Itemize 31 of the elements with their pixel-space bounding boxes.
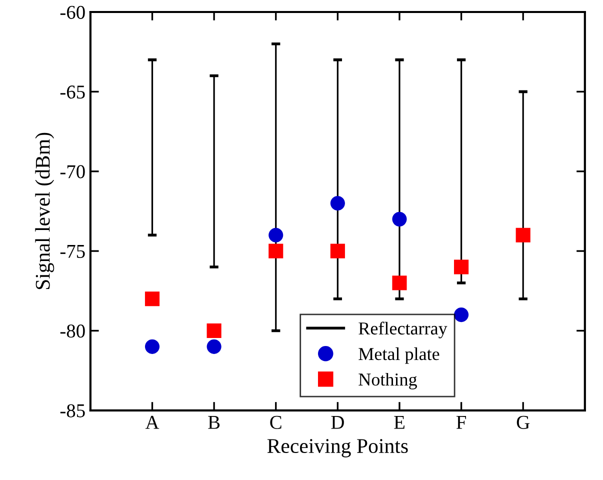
legend-label: Reflectarray (358, 322, 448, 338)
y-tick-label: -80 (60, 324, 85, 338)
x-tick-label: B (208, 416, 220, 429)
y-tick-label: -60 (60, 6, 85, 19)
x-tick-label: F (456, 416, 466, 429)
y-tick-label: -85 (60, 404, 85, 418)
x-tick-label: A (145, 416, 160, 429)
point (144, 339, 160, 354)
point (268, 228, 284, 242)
x-tick-label: G (516, 416, 530, 429)
point (392, 212, 407, 226)
point (144, 292, 160, 306)
point (516, 228, 530, 242)
x-axis-title: Receiving Points (267, 439, 408, 458)
x-tick-label: E (394, 416, 404, 429)
x-tick-label: C (270, 416, 282, 429)
point (206, 323, 222, 338)
legend-label: Nothing (358, 372, 417, 390)
x-tick-label: D (331, 416, 344, 429)
legend-label: Metal plate (358, 347, 440, 364)
point (454, 260, 469, 274)
point (330, 244, 345, 258)
point (454, 308, 469, 322)
y-tick-label: -65 (60, 86, 85, 99)
point (268, 244, 284, 258)
y-axis-title: Signal level (dBm) (35, 132, 54, 290)
point (206, 339, 222, 354)
point (392, 276, 407, 290)
point (330, 196, 345, 211)
y-tick-label: -70 (60, 165, 85, 178)
y-tick-label: -75 (60, 245, 85, 258)
